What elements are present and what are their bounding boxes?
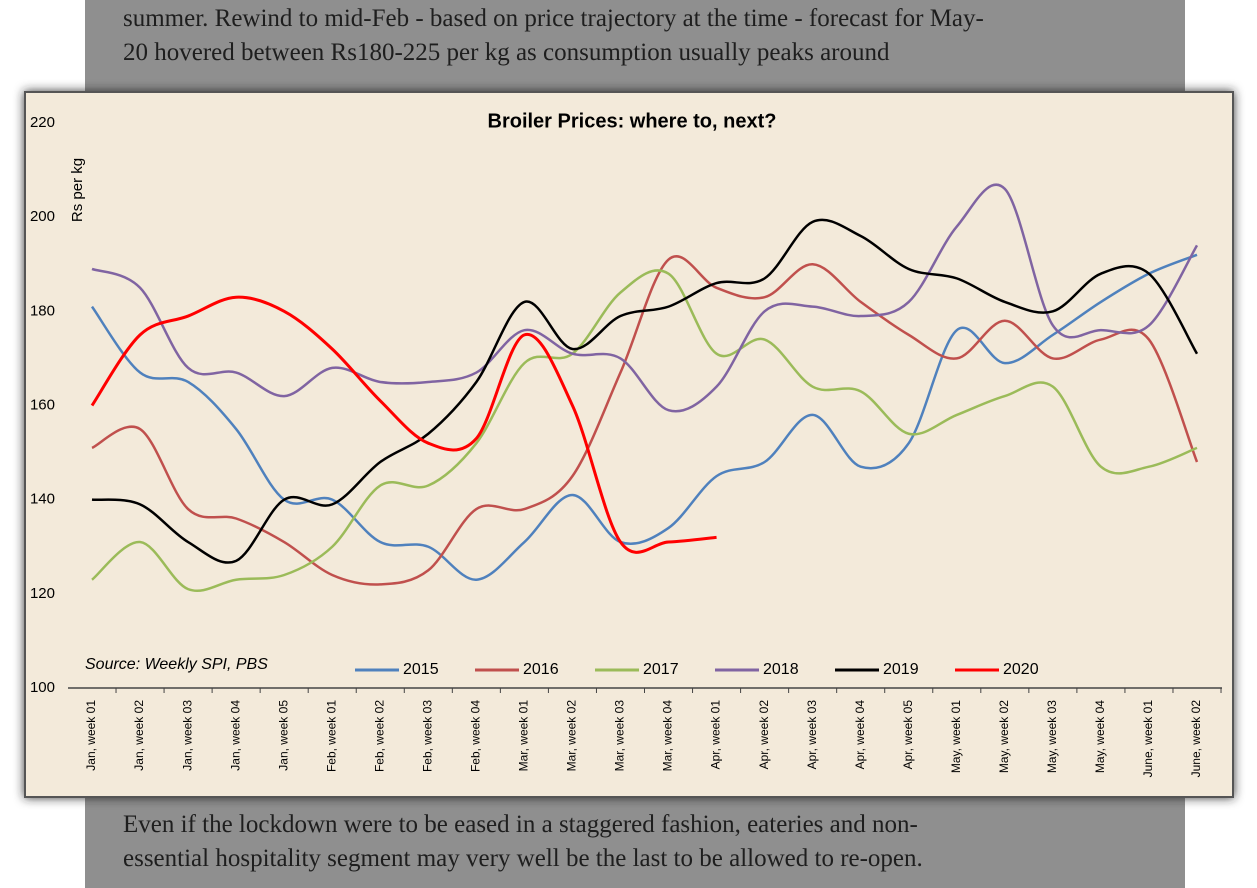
paragraph-line: 20 hovered between Rs180-225 per kg as c… bbox=[123, 39, 890, 66]
x-tick-label: Jan, week 04 bbox=[228, 700, 242, 771]
x-tick-label: Mar, week 01 bbox=[517, 700, 531, 772]
legend-label: 2017 bbox=[643, 661, 679, 678]
series-line bbox=[90, 253, 1198, 581]
x-tick-label: Jan, week 01 bbox=[84, 700, 98, 771]
series-line bbox=[91, 255, 1199, 586]
article-text-bottom: Even if the lockdown were to be eased in… bbox=[123, 808, 923, 876]
paragraph-line: summer. Rewind to mid-Feb - based on pri… bbox=[123, 5, 984, 32]
y-tick-label: 160 bbox=[30, 396, 55, 413]
x-tick-label: Apr, week 05 bbox=[901, 700, 915, 770]
y-axis-label: Rs per kg bbox=[69, 158, 86, 222]
x-tick-label: Apr, week 01 bbox=[709, 700, 723, 770]
article-text-top: summer. Rewind to mid-Feb - based on pri… bbox=[123, 2, 984, 70]
y-tick-label: 120 bbox=[30, 585, 55, 602]
x-tick-label: May, week 03 bbox=[1045, 700, 1059, 773]
legend-label: 2016 bbox=[523, 661, 559, 678]
x-tick-label: May, week 04 bbox=[1093, 700, 1107, 773]
x-tick-label: May, week 02 bbox=[997, 700, 1011, 773]
x-tick-label: Mar, week 04 bbox=[661, 700, 675, 772]
series-line bbox=[91, 269, 1198, 592]
series-line bbox=[91, 183, 1199, 413]
x-tick-label: Mar, week 03 bbox=[613, 700, 627, 772]
x-tick-label: Apr, week 02 bbox=[757, 700, 771, 770]
y-tick-label: 100 bbox=[30, 679, 55, 696]
source-note: Source: Weekly SPI, PBS bbox=[85, 656, 268, 673]
paragraph-line: essential hospitality segment may very w… bbox=[123, 845, 923, 872]
x-tick-label: Jan, week 02 bbox=[132, 700, 146, 771]
x-tick-label: Feb, week 01 bbox=[324, 700, 338, 772]
y-tick-label: 180 bbox=[30, 302, 55, 319]
x-tick-label: June, week 02 bbox=[1189, 700, 1203, 778]
chart-title: Broiler Prices: where to, next? bbox=[488, 110, 777, 132]
legend-label: 2018 bbox=[763, 661, 799, 678]
y-tick-label: 140 bbox=[30, 491, 55, 508]
x-tick-label: Apr, week 04 bbox=[853, 700, 867, 770]
x-tick-label: May, week 01 bbox=[949, 700, 963, 773]
legend-label: 2015 bbox=[403, 661, 439, 678]
x-tick-label: Feb, week 02 bbox=[372, 700, 386, 772]
x-tick-label: June, week 01 bbox=[1141, 700, 1155, 778]
y-tick-label: 200 bbox=[30, 208, 55, 225]
y-tick-label: 220 bbox=[30, 114, 55, 131]
paragraph-line: Even if the lockdown were to be eased in… bbox=[123, 811, 918, 838]
series-line bbox=[90, 295, 717, 554]
x-tick-label: Jan, week 05 bbox=[276, 700, 290, 771]
legend-label: 2020 bbox=[1003, 661, 1039, 678]
chart-frame bbox=[24, 91, 1234, 798]
legend-label: 2019 bbox=[883, 661, 919, 678]
x-tick-label: Feb, week 04 bbox=[469, 700, 483, 772]
x-tick-label: Feb, week 03 bbox=[420, 700, 434, 772]
x-tick-label: Mar, week 02 bbox=[565, 700, 579, 772]
x-tick-label: Apr, week 03 bbox=[805, 700, 819, 770]
x-tick-label: Jan, week 03 bbox=[180, 700, 194, 771]
series-line bbox=[91, 218, 1199, 564]
